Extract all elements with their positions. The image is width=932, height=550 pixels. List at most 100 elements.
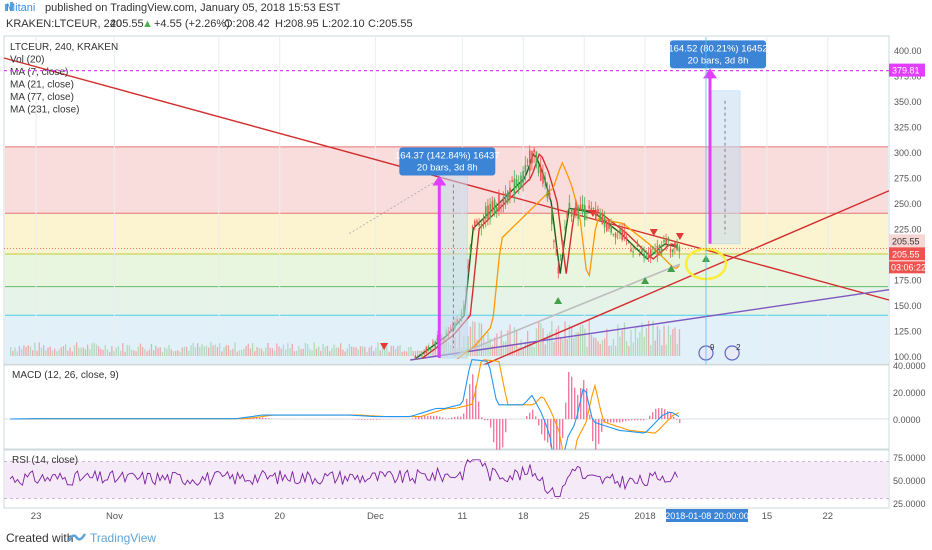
volume-bar: [175, 351, 177, 356]
candle-body: [566, 213, 568, 219]
time-tick-label: 18: [518, 511, 529, 522]
volume-bar: [498, 347, 500, 356]
volume-bar: [524, 341, 527, 356]
volume-bar: [313, 342, 315, 356]
volume-bar: [318, 346, 320, 356]
ma-231-line: [453, 263, 681, 357]
candle-body: [674, 241, 676, 248]
macd-histogram-bar: [361, 419, 363, 420]
volume-bar: [645, 327, 648, 356]
candle-body: [432, 342, 434, 344]
macd-histogram-bar: [475, 385, 477, 420]
rsi-tick-label: 75.0000: [893, 453, 926, 463]
macd-pane[interactable]: [3, 364, 890, 450]
candle-body: [496, 207, 498, 210]
macd-histogram-bar: [460, 416, 462, 420]
candle-body: [513, 178, 516, 195]
macd-histogram-bar: [469, 384, 471, 420]
volume-bar: [604, 338, 606, 356]
volume-bar: [293, 351, 296, 356]
volume-bar: [219, 343, 221, 356]
volume-bar: [650, 345, 652, 356]
volume-bar: [333, 344, 335, 356]
candle-body: [553, 240, 555, 242]
candle-body: [568, 202, 571, 207]
volume-bar: [128, 345, 131, 356]
volume-bar: [73, 345, 76, 356]
volume-bar: [309, 349, 311, 356]
volume-bar: [25, 347, 27, 356]
volume-bar: [678, 329, 681, 356]
measure-left-label-line2: 20 bars, 3d 8h: [417, 163, 478, 174]
volume-bar: [401, 351, 403, 356]
macd-histogram-bar: [454, 416, 456, 420]
macd-histogram-bar: [370, 419, 372, 420]
footer: Created with TradingView: [0, 524, 932, 550]
pink-price-tag-text: 379.81: [892, 66, 920, 76]
volume-bar: [654, 340, 656, 356]
volume-bar: [56, 351, 58, 356]
price-tick-label: 350.00: [894, 97, 922, 107]
candle-body: [485, 206, 487, 219]
pink-price-tag: [889, 63, 925, 77]
volume-bar: [381, 343, 384, 356]
candle-body: [595, 209, 597, 219]
macd-histogram-bar: [556, 419, 558, 470]
volume-bar: [38, 342, 40, 356]
macd-histogram-bar: [589, 414, 591, 420]
rsi-line: [9, 458, 678, 498]
candle-body: [427, 347, 430, 348]
volume-bar: [375, 347, 377, 356]
volume-bar: [608, 346, 610, 356]
volume-bar: [379, 350, 381, 356]
tradingview-brand[interactable]: TradingView: [90, 531, 157, 545]
candle-body: [526, 160, 529, 162]
candle-body: [469, 246, 472, 250]
macd-histogram-bar: [442, 417, 444, 420]
last-price-tag-bg: [889, 234, 925, 248]
volume-bar: [135, 351, 137, 356]
volume-bar: [586, 346, 588, 356]
ohlc-low-key: L:: [322, 18, 332, 30]
macd-tick-label: 40.0000: [893, 361, 926, 371]
volume-bar: [249, 348, 252, 356]
candle-body: [608, 219, 610, 229]
candle-body: [436, 337, 439, 341]
candle-body: [467, 265, 469, 269]
author-name[interactable]: Mitani: [6, 2, 36, 14]
macd-histogram-bar: [499, 419, 501, 463]
volume-bar: [342, 349, 344, 356]
candle-body: [590, 207, 593, 210]
macd-histogram-bar: [679, 419, 681, 423]
event-badge-count: 9: [710, 343, 715, 352]
macd-histogram-bar: [640, 419, 642, 421]
macd-histogram-bar: [472, 374, 474, 420]
volume-bar: [150, 344, 153, 356]
volume-bar: [606, 328, 608, 356]
candle-body: [643, 253, 645, 258]
volume-bar: [282, 344, 285, 356]
macd-histogram-bar: [259, 417, 261, 420]
event-badge-count: 2: [736, 343, 741, 352]
volume-bar: [571, 326, 573, 356]
volume-bar: [236, 351, 238, 356]
volume-bar: [502, 341, 505, 356]
volume-bar: [331, 348, 333, 356]
buy-marker-icon: [641, 277, 650, 284]
volume-bar: [304, 342, 307, 356]
volume-bar: [139, 343, 142, 356]
macd-histogram-bar: [451, 417, 453, 420]
volume-bar: [276, 343, 278, 356]
tradingview-logo-icon[interactable]: [67, 530, 87, 547]
volume-bar: [280, 348, 282, 356]
volume-bar: [674, 327, 676, 356]
candle-body: [430, 349, 432, 350]
volume-bar: [643, 336, 645, 356]
symbol-line: KRAKEN:LTCEUR, 240: [6, 18, 122, 30]
macd-histogram-bar: [535, 416, 537, 420]
volume-bar: [36, 350, 38, 356]
legend-entry: MA (7, close): [10, 67, 68, 78]
volume-bar: [164, 347, 166, 356]
volume-bar: [82, 347, 84, 356]
